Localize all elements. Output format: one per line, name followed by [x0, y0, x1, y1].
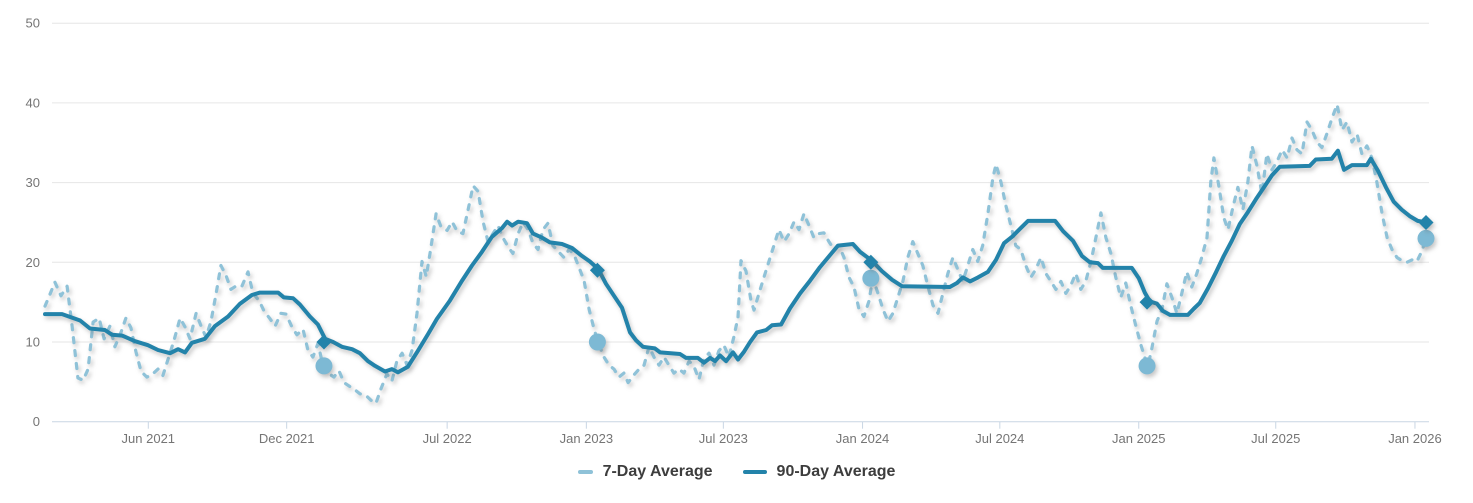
y-tick-label: 0 — [33, 414, 40, 429]
circle-marker-7day — [1138, 357, 1156, 375]
series-line-90day — [43, 148, 1428, 375]
diamond-marker-90day — [316, 334, 332, 350]
circle-marker-7day — [315, 357, 333, 375]
circle-marker-7day — [862, 269, 880, 287]
series-line-7day — [43, 102, 1428, 405]
y-tick-label: 20 — [26, 255, 40, 270]
x-tick-label: Jun 2021 — [122, 431, 176, 446]
x-tick-label: Jul 2024 — [975, 431, 1024, 446]
x-tick-label: Jan 2023 — [560, 431, 614, 446]
y-tick-label: 40 — [26, 95, 40, 110]
x-axis: Jun 2021 Dec 2021 Jul 2022 Jan 2023 Jul 2023… — [122, 421, 1442, 446]
legend-item-90day-average[interactable]: 90-Day Average — [742, 463, 896, 481]
chart-legend: 7-Day Average 90-Day Average — [0, 463, 1473, 481]
value-markers — [315, 214, 1435, 375]
legend-label-7day: 7-Day Average — [602, 463, 713, 480]
x-tick-label: Jul 2022 — [423, 431, 472, 446]
x-tick-label: Jul 2023 — [699, 431, 748, 446]
diamond-marker-90day — [863, 254, 879, 270]
legend-swatch-90day-icon — [742, 470, 767, 474]
diamond-marker-90day — [1418, 214, 1434, 230]
legend-item-7day-average[interactable]: 7-Day Average — [577, 463, 713, 481]
circle-marker-7day — [1417, 229, 1435, 247]
x-tick-label: Jan 2025 — [1112, 431, 1166, 446]
x-tick-label: Jan 2026 — [1388, 431, 1442, 446]
y-tick-label: 50 — [26, 16, 40, 31]
diamond-marker-90day — [1139, 294, 1155, 310]
y-tick-label: 10 — [26, 335, 40, 350]
y-tick-label: 30 — [26, 175, 40, 190]
x-tick-label: Jul 2025 — [1251, 431, 1300, 446]
y-axis-labels: 0 10 20 30 40 50 — [26, 16, 40, 430]
diamond-marker-90day — [589, 262, 605, 278]
circle-marker-7day — [588, 333, 606, 351]
trend-line-chart: 0 10 20 30 40 50 Jun 2021 Dec 2021 Jul 2022 Jan 2… — [26, 16, 1442, 446]
x-tick-label: Jan 2024 — [836, 431, 890, 446]
legend-swatch-7day-icon — [577, 470, 593, 474]
gridlines — [52, 22, 1429, 423]
x-tick-label: Dec 2021 — [259, 431, 315, 446]
legend-label-90day: 90-Day Average — [776, 463, 896, 480]
